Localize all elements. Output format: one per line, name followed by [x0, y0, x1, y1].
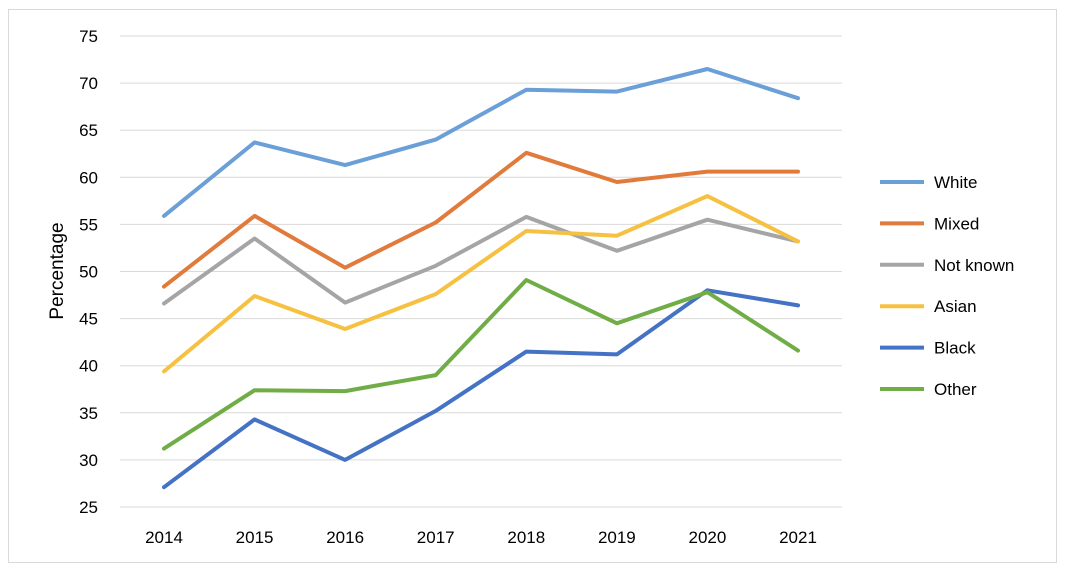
- series-line-white: [162, 67, 800, 218]
- series-line-other: [162, 278, 800, 451]
- series-line-asian: [162, 194, 800, 374]
- series-lines: [162, 67, 800, 490]
- x-tick-label: 2019: [598, 528, 636, 547]
- y-axis-ticks: 25 30 35 40 45 50 55 60 65 70 75: [79, 27, 98, 517]
- y-tick-label: 70: [79, 74, 98, 93]
- y-tick-label: 40: [79, 357, 98, 376]
- y-tick-label: 25: [79, 498, 98, 517]
- x-tick-label: 2021: [779, 528, 817, 547]
- gridlines: [120, 35, 842, 508]
- y-tick-label: 30: [79, 451, 98, 470]
- y-tick-label: 45: [79, 310, 98, 329]
- x-tick-label: 2015: [236, 528, 274, 547]
- x-tick-label: 2020: [689, 528, 727, 547]
- y-tick-label: 55: [79, 215, 98, 234]
- y-tick-label: 50: [79, 263, 98, 282]
- legend-label-other: Other: [934, 380, 977, 399]
- legend-label-mixed: Mixed: [934, 214, 979, 233]
- x-tick-label: 2018: [507, 528, 545, 547]
- legend-label-white: White: [934, 173, 977, 192]
- series-line-black: [162, 288, 800, 490]
- series-line-mixed: [162, 150, 800, 289]
- series-line-not-known: [162, 214, 800, 306]
- x-tick-label: 2014: [145, 528, 183, 547]
- y-tick-label: 65: [79, 121, 98, 140]
- x-tick-label: 2016: [326, 528, 364, 547]
- y-tick-label: 60: [79, 168, 98, 187]
- x-axis-ticks: 2014 2015 2016 2017 2018 2019 2020 2021: [145, 528, 817, 547]
- y-tick-label: 35: [79, 404, 98, 423]
- legend-label-asian: Asian: [934, 297, 977, 316]
- y-tick-label: 75: [79, 27, 98, 46]
- legend-label-black: Black: [934, 339, 976, 358]
- legend: White Mixed Not known Asian Black Other: [880, 173, 1014, 399]
- y-axis-label: Percentage: [47, 222, 68, 319]
- legend-label-not-known: Not known: [934, 256, 1014, 275]
- x-tick-label: 2017: [417, 528, 455, 547]
